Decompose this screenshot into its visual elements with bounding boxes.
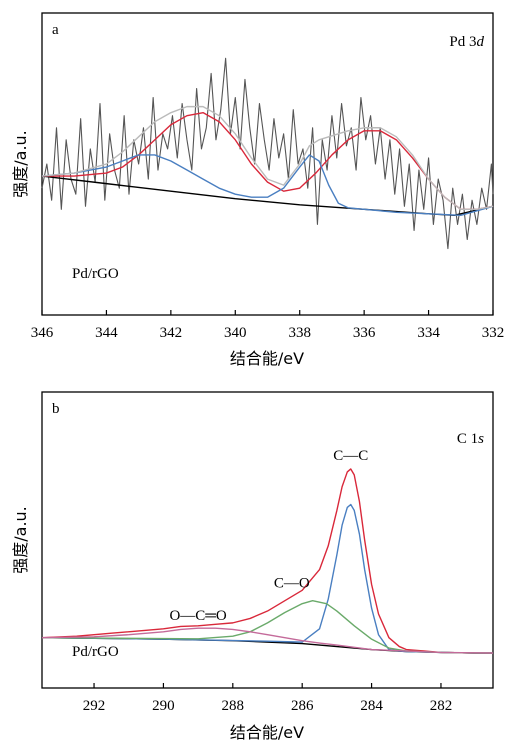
x-tick-label: 292	[83, 698, 106, 714]
panel-a-frame	[41, 12, 494, 316]
panel-b-frame	[41, 391, 494, 689]
panel-b-series-line-4	[41, 627, 494, 654]
panel-b-sample-label: Pd/rGO	[72, 644, 119, 660]
x-tick-label: 344	[95, 325, 118, 341]
panel-b-x-ticks: 292 290 288 286 284 282	[83, 683, 452, 714]
x-tick-label: 286	[291, 698, 314, 714]
panel-b-series-line-2	[41, 503, 493, 654]
panel-b-corner-label: C 1s	[457, 431, 484, 447]
x-tick-label: 284	[360, 698, 383, 714]
x-tick-label: 346	[31, 325, 54, 341]
x-tick-label: 336	[353, 325, 376, 341]
x-tick-label: 334	[417, 325, 440, 341]
panel-a-ylabel: 强度/a.u.	[11, 130, 30, 198]
panel-b-ylabel: 强度/a.u.	[11, 506, 30, 574]
panel-a-series-line-4	[41, 105, 494, 210]
x-tick-label: 288	[222, 698, 245, 714]
peak-annotation: O—C═O	[169, 608, 226, 624]
panel-a-series-line-0	[41, 57, 494, 250]
panel-b-series	[41, 468, 494, 654]
panel-a-pd3d: a Pd 3d Pd/rGO 346 344 342 340 338 336 334 332 …	[11, 12, 505, 368]
x-tick-label: 332	[482, 325, 505, 341]
panel-a-label: a	[52, 22, 59, 38]
x-tick-label: 290	[152, 698, 175, 714]
x-tick-label: 340	[224, 325, 247, 341]
panel-a-xlabel: 结合能/eV	[230, 349, 304, 368]
peak-annotation: C—C	[333, 448, 368, 464]
panel-a-x-ticks: 346 344 342 340 338 336 334 332	[31, 310, 505, 341]
panel-b-series-line-1	[41, 468, 493, 654]
panel-b-xlabel: 结合能/eV	[230, 723, 304, 742]
panel-a-series	[41, 57, 494, 250]
panel-a-sample-label: Pd/rGO	[72, 266, 119, 282]
x-tick-label: 342	[160, 325, 183, 341]
peak-annotation: C—O	[274, 575, 310, 591]
panel-a-corner-label: Pd 3d	[449, 34, 484, 50]
panel-a-series-line-3	[41, 154, 494, 217]
x-tick-label: 338	[288, 325, 311, 341]
panel-b-label: b	[52, 401, 60, 417]
panel-b-annotations: C—C C—O O—C═O	[169, 448, 368, 624]
x-tick-label: 282	[430, 698, 453, 714]
panel-b-c1s: b C 1s Pd/rGO C—C C—O O—C═O 292 290 288 286 28…	[11, 391, 494, 742]
